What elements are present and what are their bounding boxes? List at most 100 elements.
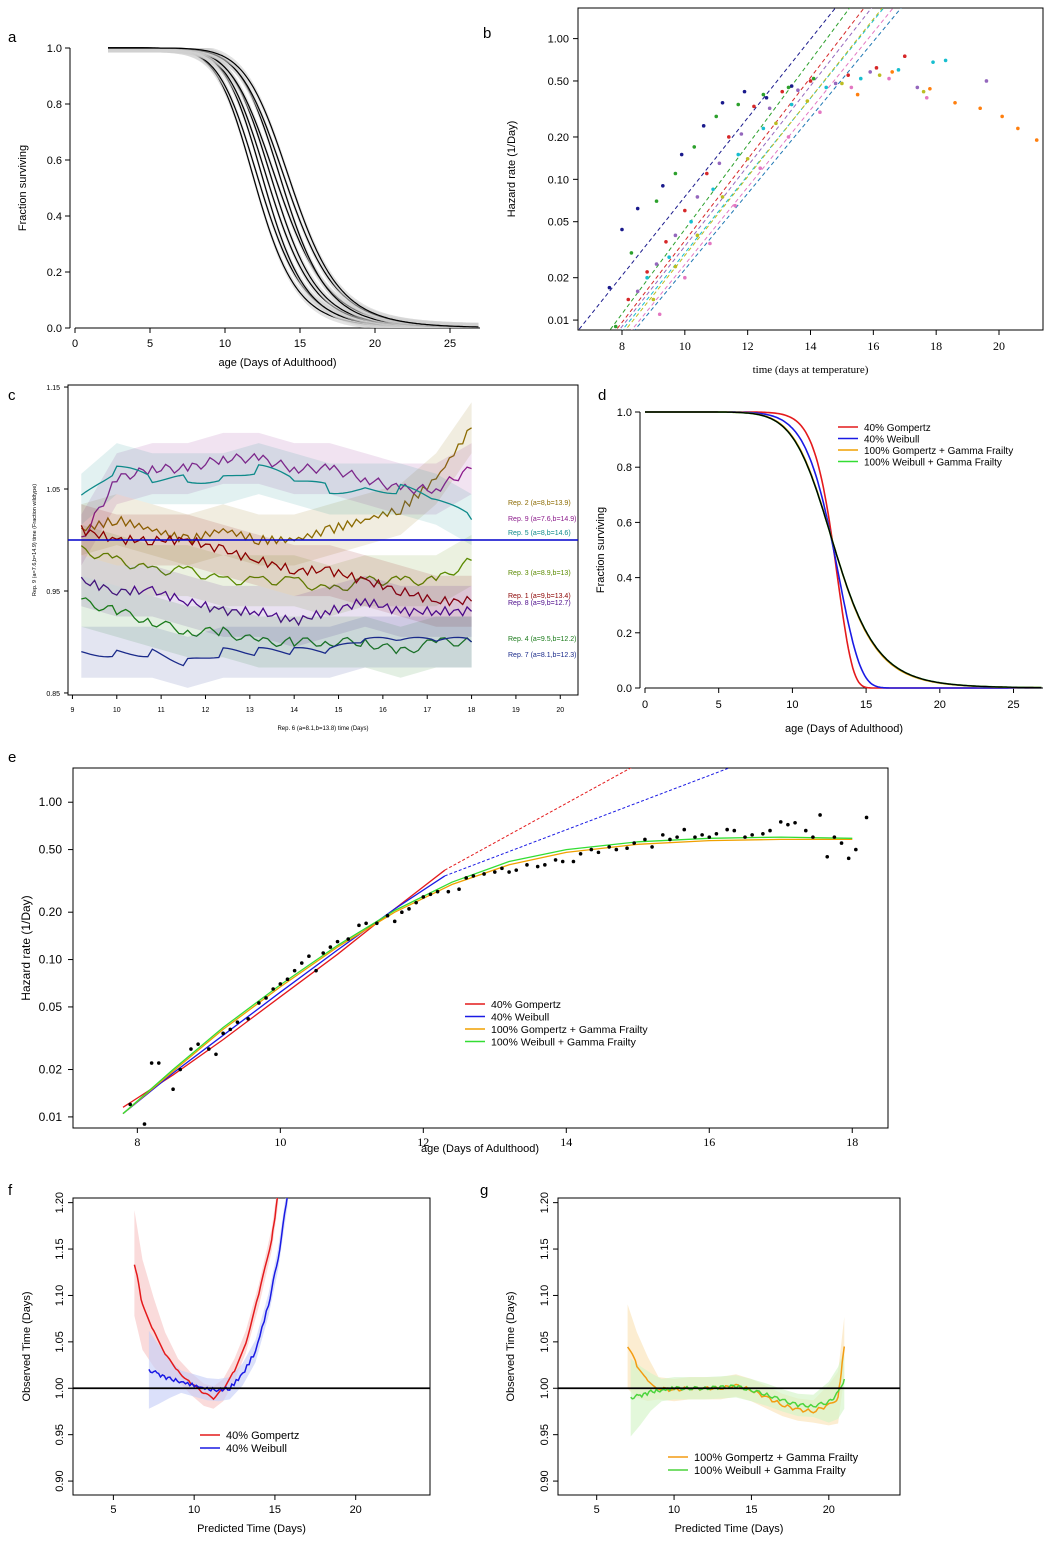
x-tick-label: 5 [110, 1504, 116, 1516]
hazard-point [264, 996, 268, 1000]
hazard-point [149, 1061, 154, 1065]
x-tick-label: 14 [805, 339, 817, 353]
hazard-point [651, 297, 656, 302]
hazard-point [774, 121, 778, 126]
fit-line [634, 8, 902, 330]
hazard-point [578, 852, 583, 856]
model-line [122, 836, 853, 1115]
fit-line [615, 8, 865, 330]
hazard-point [714, 831, 719, 836]
hazard-point [840, 81, 844, 86]
x-tick-label: 10 [219, 338, 231, 350]
hazard-point [607, 285, 612, 290]
hazard-point [307, 954, 311, 959]
hazard-point [673, 233, 678, 238]
y-tick-label: 0.6 [47, 155, 62, 167]
x-tick-label: 16 [379, 707, 387, 714]
x-axis-label: age (Days of Adulthood) [218, 357, 336, 369]
series-line [133, 1198, 279, 1401]
x-tick-label: 18 [846, 1135, 858, 1149]
y-tick-label: 0.8 [617, 462, 632, 474]
hazard-point [171, 1087, 175, 1091]
model-line [122, 838, 853, 1115]
hazard-point [335, 939, 340, 944]
hazard-point [667, 255, 671, 259]
panel-b: 0.01 0.02 0.05 0.10 0.20 0.50 1.00 8 10 12 14 16 18 2… [506, 7, 1044, 376]
hazard-point [846, 856, 851, 861]
x-tick-label: 10 [679, 339, 691, 353]
hazard-point [752, 104, 756, 109]
hazard-point [708, 241, 712, 246]
plot-frame [577, 7, 1044, 331]
hazard-point [864, 815, 869, 820]
panel-e: 0.01 0.02 0.05 0.10 0.20 0.50 1.00 8 10 12 14 16 18 a… [19, 767, 889, 1155]
y-tick-label: 0.0 [47, 323, 62, 335]
y-tick-label: 1.0 [617, 407, 632, 419]
y-tick-label: 0.2 [617, 628, 632, 640]
hazard-point [732, 828, 737, 833]
series-label: Rep. 8 (a=9,b=12.7) [508, 600, 571, 607]
x-tick-label: 25 [444, 338, 456, 350]
legend-label: 100% Gompertz + Gamma Frailty [864, 446, 1013, 457]
hazard-point [921, 89, 926, 94]
hazard-point [720, 195, 725, 199]
series-band [81, 524, 472, 617]
y-tick-label: 0.95 [46, 589, 60, 596]
x-axis-label: Rep. 6 (a=8.1,b=13.8) time (Days) [277, 726, 368, 732]
hazard-point [156, 1061, 161, 1065]
y-tick-label: 1.05 [54, 1331, 66, 1352]
x-tick-label: 5 [147, 338, 153, 350]
hazard-point [178, 1067, 183, 1072]
hazard-point [471, 874, 476, 878]
hazard-point [854, 847, 858, 852]
series-band [134, 1198, 279, 1409]
series-label: Rep. 1 (a=9,b=13.4) [508, 593, 571, 600]
hazard-point [457, 887, 461, 892]
hazard-point [743, 835, 747, 839]
series-line [80, 525, 473, 607]
y-tick-label: 0.8 [47, 99, 62, 111]
hazard-point [446, 889, 451, 894]
hazard-point [761, 126, 766, 131]
hazard-point [750, 833, 754, 837]
hazard-point [692, 145, 697, 149]
model-line [122, 875, 446, 1115]
hazard-point [768, 828, 772, 833]
y-tick-label: 0.10 [39, 953, 63, 967]
hazard-point [683, 208, 687, 213]
hazard-point [673, 171, 678, 176]
hazard-point [833, 81, 838, 86]
x-axis-label: time (days at temperature) [753, 364, 869, 376]
hazard-point [632, 841, 637, 845]
hazard-point [825, 854, 830, 859]
hazard-point [661, 833, 665, 837]
hazard-point [613, 324, 618, 329]
x-tick-label: 12 [742, 339, 754, 353]
x-tick-label: 5 [716, 699, 722, 711]
x-tick-label: 19 [512, 707, 520, 714]
x-axis-label: Predicted Time (Days) [197, 1523, 306, 1535]
hazard-point [727, 135, 731, 139]
y-axis-label: Hazard rate (1/Day) [506, 121, 518, 218]
x-tick-label: 9 [70, 707, 74, 714]
hazard-point [375, 921, 379, 926]
y-tick-label: 0.90 [54, 1470, 66, 1491]
y-tick-label: 1.20 [54, 1192, 66, 1213]
hazard-point [321, 951, 326, 955]
y-tick-label: 1.00 [54, 1378, 66, 1399]
series-line [80, 464, 473, 520]
series-band [81, 402, 472, 566]
hazard-point [764, 95, 769, 100]
y-tick-label: 0.02 [548, 273, 569, 285]
hazard-point [482, 872, 486, 876]
panel-g-plot-area [626, 1304, 846, 1437]
hazard-point [661, 183, 665, 188]
panel-letter-d: d [598, 387, 606, 404]
x-tick-label: 8 [134, 1135, 140, 1149]
hazard-point [874, 66, 879, 70]
legend-label: 40% Weibull [491, 1012, 549, 1024]
hazard-point [620, 227, 624, 232]
x-tick-label: 16 [703, 1135, 715, 1149]
hazard-point [742, 89, 747, 94]
x-tick-label: 25 [1007, 699, 1019, 711]
